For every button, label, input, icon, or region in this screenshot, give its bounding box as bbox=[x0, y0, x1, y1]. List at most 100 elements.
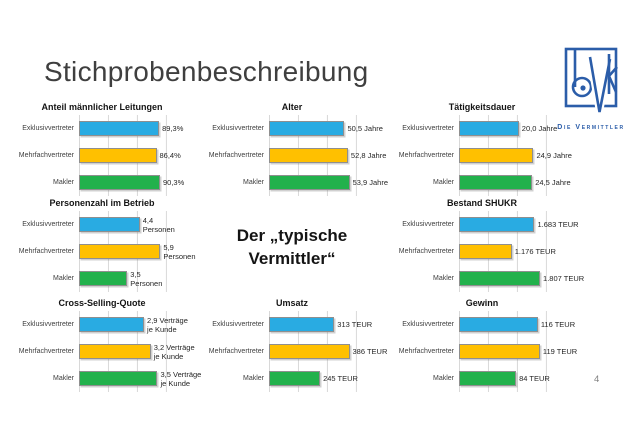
value-label: 3,2 Verträge je Kunde bbox=[153, 342, 195, 361]
category-label: Makler bbox=[242, 179, 264, 186]
value-label: 24,9 Jahre bbox=[536, 151, 572, 160]
chart-umsatz: Umsatz Exklusivvertreter 313 TEUR Mehrfach… bbox=[200, 298, 387, 398]
category-label: Exklusivvertreter bbox=[212, 321, 264, 328]
bar-plot-area: 24,9 Jahre bbox=[459, 142, 574, 169]
bar-plot-area: 386 TEUR bbox=[269, 338, 387, 365]
bar-plot-area: 119 TEUR bbox=[459, 338, 577, 365]
value-label: 4,4 Personen bbox=[142, 215, 175, 234]
bar bbox=[459, 121, 519, 136]
value-label: 89,3% bbox=[162, 124, 184, 133]
bar bbox=[459, 344, 540, 359]
bar-plot-area: 1.807 TEUR bbox=[459, 265, 584, 292]
bar-plot-area: 3,2 Verträge je Kunde bbox=[79, 338, 195, 365]
chart-rows: Exklusivvertreter 116 TEUR Mehrfachvertret… bbox=[390, 311, 577, 392]
chart-taetigkeitsdauer: Tätigkeitsdauer Exklusivvertreter 20,0 Ja… bbox=[390, 102, 574, 198]
bar bbox=[79, 148, 157, 163]
value-label: 1.683 TEUR bbox=[537, 220, 579, 229]
bar-row: Makler 1.807 TEUR bbox=[390, 265, 584, 292]
value-label: 3,5 Personen bbox=[130, 269, 163, 288]
bar-row: Mehrfachvertreter 3,2 Verträge je Kunde bbox=[10, 338, 195, 365]
category-label: Exklusivvertreter bbox=[212, 125, 264, 132]
bar-row: Exklusivvertreter 1.683 TEUR bbox=[390, 211, 579, 238]
category-label: Mehrfachvertreter bbox=[18, 248, 74, 255]
chart-title: Cross-Selling-Quote bbox=[58, 298, 146, 308]
bar-row: Exklusivvertreter 313 TEUR bbox=[200, 311, 384, 338]
chart-rows: Exklusivvertreter 1.683 TEUR Mehrfachvertr… bbox=[390, 211, 584, 292]
chart-bestand-shukr: Bestand SHUKR Exklusivvertreter 1.683 TEU… bbox=[390, 198, 584, 298]
bar-plot-area: 86,4% bbox=[79, 142, 194, 169]
value-label: 90,3% bbox=[162, 178, 185, 187]
bar-row: Makler 3,5 Personen bbox=[10, 265, 194, 292]
bar bbox=[79, 217, 140, 232]
bar-plot-area: 5,9 Personen bbox=[79, 238, 196, 265]
category-label: Makler bbox=[52, 275, 74, 282]
chart-title: Alter bbox=[281, 102, 303, 112]
chart-rows: Exklusivvertreter 2,9 Verträge je Kunde Me… bbox=[10, 311, 201, 392]
chart-rows: Exklusivvertreter 50,5 Jahre Mehrfachvertr… bbox=[200, 115, 388, 196]
bar-plot-area: 245 TEUR bbox=[269, 365, 384, 392]
bar bbox=[459, 175, 533, 190]
bar bbox=[79, 271, 128, 286]
category-label: Mehrfachvertreter bbox=[208, 348, 264, 355]
value-label: 50,5 Jahre bbox=[347, 124, 383, 133]
value-label: 313 TEUR bbox=[337, 320, 373, 329]
category-label: Exklusivvertreter bbox=[402, 221, 454, 228]
category-label: Mehrfachvertreter bbox=[18, 348, 74, 355]
category-label: Makler bbox=[52, 375, 74, 382]
bar bbox=[459, 271, 541, 286]
bar-row: Makler 245 TEUR bbox=[200, 365, 384, 392]
category-label: Makler bbox=[432, 375, 454, 382]
bar-plot-area: 53,9 Jahre bbox=[269, 169, 388, 196]
category-label: Makler bbox=[242, 375, 264, 382]
chart-alter: Alter Exklusivvertreter 50,5 Jahre Mehrfac… bbox=[200, 102, 388, 198]
bar-row: Exklusivvertreter 116 TEUR bbox=[390, 311, 576, 338]
chart-title: Bestand SHUKR bbox=[446, 198, 517, 208]
chart-title: Gewinn bbox=[465, 298, 499, 308]
bar-row: Makler 24,5 Jahre bbox=[390, 169, 574, 196]
bar-row: Mehrfachvertreter 5,9 Personen bbox=[10, 238, 196, 265]
bar-plot-area: 50,5 Jahre bbox=[269, 115, 384, 142]
category-label: Exklusivvertreter bbox=[22, 221, 74, 228]
chart-personenzahl-im-betrieb: Personenzahl im Betrieb Exklusivvertrete… bbox=[10, 198, 196, 298]
page-number: 4 bbox=[594, 374, 600, 385]
bar-row: Exklusivvertreter 2,9 Verträge je Kunde bbox=[10, 311, 194, 338]
center-statement-line1: Der „typische bbox=[236, 226, 348, 246]
center-statement: Der „typische Vermittler“ bbox=[237, 225, 348, 271]
bar-row: Makler 84 TEUR bbox=[390, 365, 574, 392]
category-label: Mehrfachvertreter bbox=[18, 152, 74, 159]
bar-plot-area: 90,3% bbox=[79, 169, 194, 196]
value-label: 3,5 Verträge je Kunde bbox=[160, 369, 202, 388]
value-label: 52,8 Jahre bbox=[350, 151, 387, 160]
center-statement-cell: Der „typische Vermittler“ bbox=[200, 198, 384, 298]
bar-row: Exklusivvertreter 89,3% bbox=[10, 115, 194, 142]
bar-row: Exklusivvertreter 50,5 Jahre bbox=[200, 115, 384, 142]
value-label: 1.176 TEUR bbox=[514, 247, 556, 256]
value-label: 386 TEUR bbox=[352, 347, 388, 356]
bar-plot-area: 1.683 TEUR bbox=[459, 211, 579, 238]
bar bbox=[79, 371, 158, 386]
bar bbox=[269, 175, 350, 190]
category-label: Exklusivvertreter bbox=[402, 125, 454, 132]
bar-plot-area: 313 TEUR bbox=[269, 311, 384, 338]
bvk-logo-icon bbox=[563, 46, 619, 121]
value-label: 86,4% bbox=[159, 151, 181, 160]
bar bbox=[269, 371, 321, 386]
bar-row: Mehrfachvertreter 52,8 Jahre bbox=[200, 142, 387, 169]
chart-grid: Anteil männlicher Leitungen Exklusivvert… bbox=[10, 102, 584, 398]
category-label: Makler bbox=[52, 179, 74, 186]
bar bbox=[79, 175, 160, 190]
chart-anteil-maennlicher-leitungen: Anteil männlicher Leitungen Exklusivvert… bbox=[10, 102, 194, 198]
bar-plot-area: 116 TEUR bbox=[459, 311, 576, 338]
value-label: 2,9 Verträge je Kunde bbox=[147, 315, 188, 334]
bar bbox=[459, 148, 534, 163]
bar-row: Makler 3,5 Verträge je Kunde bbox=[10, 365, 201, 392]
bar-row: Mehrfachvertreter 86,4% bbox=[10, 142, 194, 169]
bar-plot-area: 24,5 Jahre bbox=[459, 169, 574, 196]
value-label: 116 TEUR bbox=[540, 320, 576, 329]
bar-row: Exklusivvertreter 20,0 Jahre bbox=[390, 115, 574, 142]
bar-plot-area: 3,5 Verträge je Kunde bbox=[79, 365, 201, 392]
bar-row: Mehrfachvertreter 24,9 Jahre bbox=[390, 142, 574, 169]
bar-plot-area: 3,5 Personen bbox=[79, 265, 194, 292]
bar-plot-area: 4,4 Personen bbox=[79, 211, 194, 238]
value-label: 5,9 Personen bbox=[163, 242, 196, 261]
